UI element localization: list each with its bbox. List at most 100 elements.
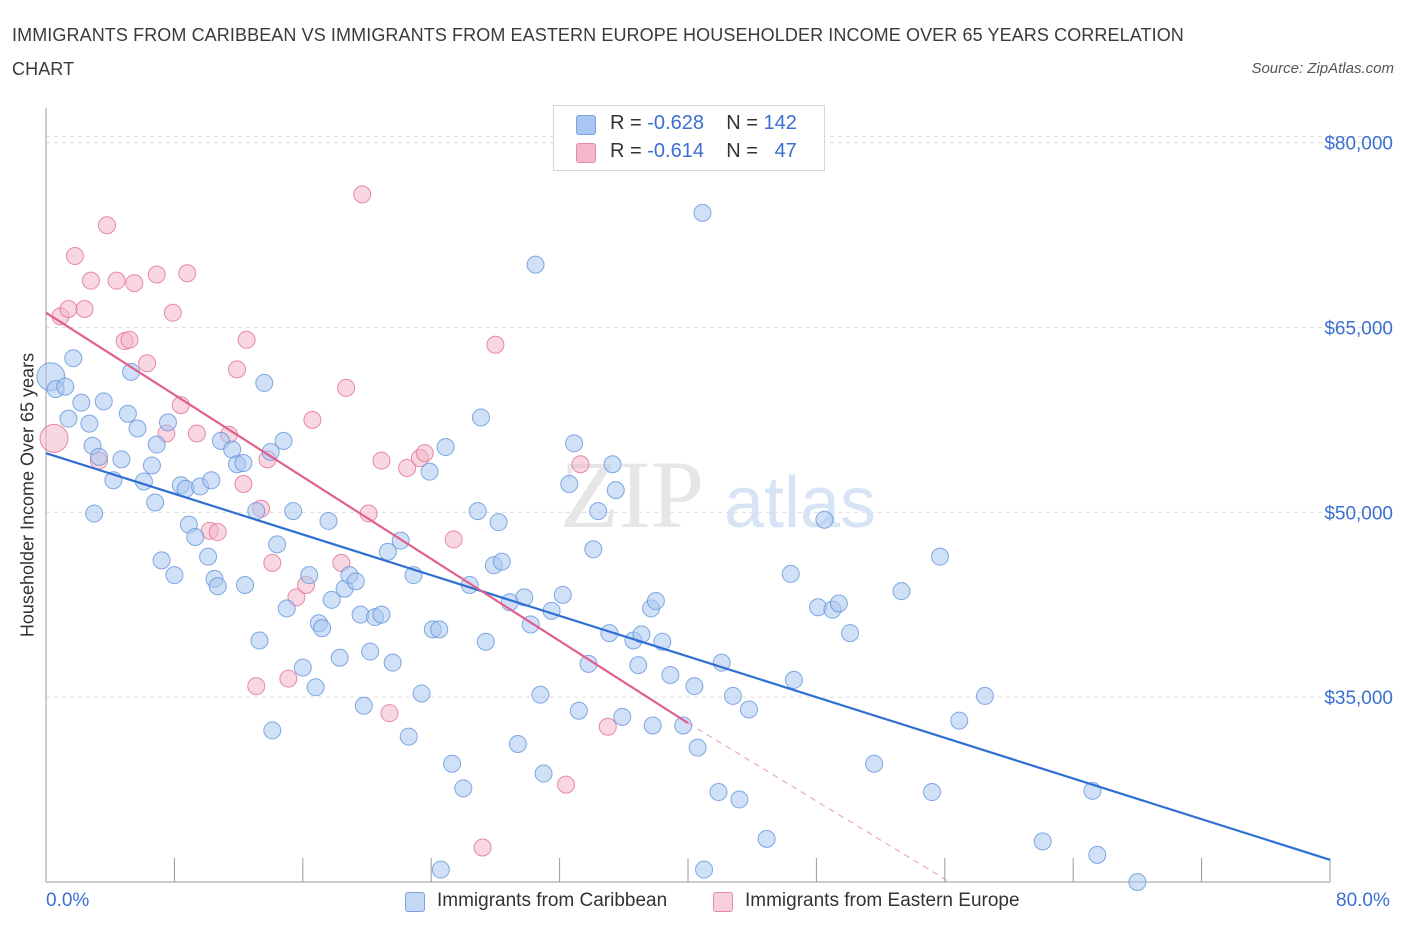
legend-n-value: 47 [774,140,797,162]
eastern-europe-point [279,669,298,688]
y-tick-label: $65,000 [1324,318,1393,339]
legend-n-label: N = [726,140,758,162]
caribbean-point [383,653,402,672]
trend-lines [45,311,1331,883]
y-tick-labels: $35,000 $50,000 $65,000 $80,000 [1324,134,1393,710]
caribbean-point [330,648,349,667]
eastern-europe-point [208,523,227,542]
eastern-europe-point [138,354,157,373]
caribbean-point [471,408,490,427]
caribbean-point [56,377,75,396]
y-tick-label: $35,000 [1324,688,1393,709]
eastern-europe-trend-extension [687,722,950,883]
caribbean-point [534,764,553,783]
caribbean-trend-line [45,452,1331,861]
caribbean-point [730,790,749,809]
caribbean-point [147,435,166,454]
eastern-europe-point [598,717,617,736]
caribbean-point [950,711,969,730]
caribbean-point [613,707,632,726]
legend-swatch-eastern-europe [576,143,596,163]
eastern-europe-point [398,458,417,477]
eastern-europe-point [380,704,399,723]
caribbean-point [661,665,680,684]
caribbean-point [412,684,431,703]
caribbean-point [553,585,572,604]
caribbean-point [118,404,137,423]
bottom-legend-label-caribbean: Immigrants from Caribbean [437,890,668,911]
caribbean-point [293,658,312,677]
caribbean-point [436,438,455,457]
chart-title: IMMIGRANTS FROM CARIBBEAN VS IMMIGRANTS … [12,25,1184,79]
eastern-europe-point [353,185,372,204]
eastern-europe-point [415,444,434,463]
caribbean-point [476,632,495,651]
legend: R = -0.628 N = 142 R = -0.614 N = 47 [553,105,825,171]
caribbean-point [64,349,83,368]
eastern-europe-point [120,330,139,349]
caribbean-point [930,547,949,566]
caribbean-point [112,450,131,469]
caribbean-point [234,454,253,473]
caribbean-point [165,566,184,585]
watermark-atlas: atlas [724,463,876,543]
source-label: Source: ZipAtlas.com [1251,60,1394,77]
caribbean-point [399,727,418,746]
caribbean-point [739,700,758,719]
caribbean-point [80,414,99,433]
eastern-europe-point [97,216,116,235]
caribbean-point [629,656,648,675]
caribbean-point [1128,873,1147,891]
y-tick-label: $50,000 [1324,503,1393,524]
caribbean-point [199,547,218,566]
eastern-europe-point [59,300,78,318]
caribbean-point [508,734,527,753]
caribbean-point [89,447,108,466]
eastern-europe-point [444,530,463,549]
eastern-europe-point [163,303,182,322]
eastern-europe-point [237,330,256,349]
caribbean-point [346,572,365,591]
caribbean-point [1088,845,1107,864]
eastern-europe-point [178,264,197,283]
caribbean-point [186,527,205,546]
caribbean-point [685,677,704,696]
caribbean-point [142,456,161,475]
caribbean-point [1033,832,1052,851]
eastern-europe-point [372,451,391,470]
caribbean-point [146,493,165,512]
caribbean-point [85,504,104,523]
caribbean-point [693,203,712,222]
bottom-legend-label-eastern-europe: Immigrants from Eastern Europe [745,890,1020,911]
caribbean-point [515,588,534,607]
caribbean-point [284,502,303,521]
eastern-europe-point [303,410,322,429]
caribbean-point [208,577,227,596]
eastern-europe-point [247,677,266,696]
caribbean-point [263,721,282,740]
eastern-europe-point [557,775,576,794]
eastern-europe-point [65,247,84,266]
legend-n-label: N = [726,112,758,134]
caribbean-point [922,783,941,802]
caribbean-point [313,619,332,638]
caribbean-point [72,393,91,412]
caribbean-point [975,686,994,705]
bottom-legend-swatch-eastern-europe [713,892,733,912]
caribbean-point [300,566,319,585]
legend-r-label: R = [610,112,642,134]
eastern-europe-point [571,455,590,474]
caribbean-point [94,392,113,411]
eastern-europe-trend-line [45,311,689,724]
y-tick-label: $80,000 [1324,134,1393,155]
eastern-europe-point [107,271,126,290]
caribbean-point [643,716,662,735]
y-axis-label: Householder Income Over 65 years [17,352,38,638]
caribbean-point [236,576,255,595]
eastern-europe-point [81,271,100,290]
caribbean-point [274,431,293,450]
caribbean-point [695,860,714,879]
caribbean-point [603,455,622,474]
caribbean-point [815,510,834,529]
legend-r-value: -0.614 [647,140,704,162]
